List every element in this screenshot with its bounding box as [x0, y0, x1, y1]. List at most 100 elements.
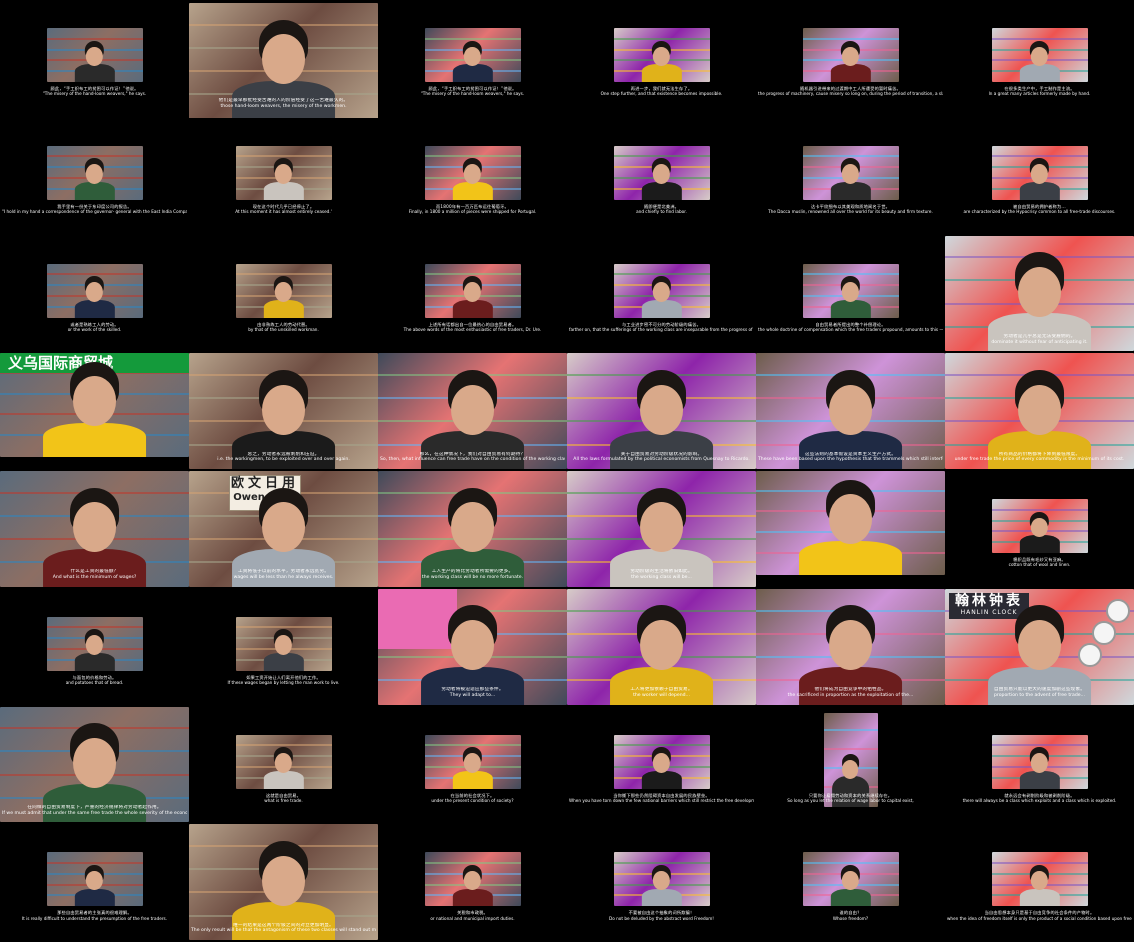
video-frame[interactable] — [424, 734, 521, 789]
person-torso — [830, 64, 871, 82]
subtitle: 工人生产的将比劳动者所需要的更多。 the working class will … — [380, 569, 565, 580]
subtitle: 顾此，“手工织布工的贫困可以作证！”他说。 "The misery of the … — [380, 86, 565, 97]
subtitle: 什么是工资的最低额？ And what is the minimum of wag… — [2, 569, 187, 580]
video-frame[interactable] — [424, 28, 521, 82]
video-frame[interactable] — [567, 588, 756, 705]
shelf-line — [991, 861, 1088, 864]
person-face — [86, 282, 103, 302]
person-torso — [609, 431, 714, 469]
video-frame[interactable] — [991, 499, 1088, 553]
shelf-line — [46, 861, 143, 864]
video-frame[interactable] — [613, 852, 710, 907]
video-frame[interactable] — [991, 852, 1088, 907]
video-frame[interactable] — [46, 263, 143, 318]
person-figure — [42, 723, 147, 823]
video-frame[interactable] — [0, 706, 189, 823]
video-frame[interactable] — [189, 824, 378, 940]
video-cell: 顾此，“手工织布工的贫困可以作证！”他说。 "The misery of the … — [378, 0, 567, 118]
video-frame[interactable]: 义乌国际商贸城 — [0, 353, 189, 457]
person-face — [828, 493, 873, 544]
shelf-line — [46, 273, 143, 276]
shelf-line — [235, 626, 332, 629]
video-frame[interactable] — [802, 28, 899, 82]
video-frame[interactable] — [802, 852, 899, 907]
person-torso — [641, 299, 682, 318]
wall-clock-icon — [1092, 620, 1116, 645]
video-frame[interactable] — [46, 616, 143, 671]
subtitle-chinese: 自由贸易者所提出的整个补偿理论。 — [815, 321, 886, 327]
video-frame[interactable] — [189, 353, 378, 469]
subtitle: 在很多类生产中，手工制作是主流。 In a great many articles… — [947, 86, 1132, 97]
person-figure — [263, 746, 304, 789]
person-face — [639, 502, 684, 553]
person-figure — [830, 275, 871, 318]
subtitle-english: "I hold in my hand a correspondence of t… — [2, 209, 187, 214]
person-face — [86, 164, 103, 184]
subtitle-english: proportion to the advent of free trade..… — [994, 692, 1085, 698]
video-frame[interactable] — [991, 145, 1088, 200]
subtitle-chinese: 顾此，“手工织布工的贫困可以作证！”他说。 — [50, 86, 139, 91]
person-face — [1031, 517, 1048, 537]
subtitle: 达卡平纹细布以其美观和质地闻名于世。 The Dacca muslin, reno… — [758, 204, 943, 215]
subtitle-chinese: 上述所有话都出自一位最热心的自由贸易者。 — [428, 321, 517, 327]
video-frame[interactable] — [613, 28, 710, 82]
video-frame[interactable] — [945, 235, 1134, 352]
subtitle-english: or the work of the skilled. — [67, 326, 122, 332]
video-frame[interactable] — [378, 588, 567, 705]
subtitle: 关税和市政税。 or national and municipal import … — [380, 910, 565, 921]
video-frame[interactable] — [945, 353, 1134, 469]
pink-store-sign — [378, 588, 457, 649]
video-frame[interactable] — [424, 263, 521, 318]
video-cell: 如果工资开始让人们离开他们的工作。 If these wages began by… — [189, 589, 378, 707]
subtitle-chinese: 被自由贸易的拥护者称为... — [1013, 203, 1066, 209]
subtitle: 自由贸易只能以更大的速度加剧这些现象。 proportion to the adv… — [947, 687, 1132, 698]
subtitle: 我手里有一份关于东印度公司的报告。 "I hold in my hand a co… — [2, 204, 187, 215]
person-face — [842, 282, 859, 302]
video-frame[interactable] — [378, 471, 567, 587]
video-frame[interactable] — [991, 734, 1088, 789]
video-frame[interactable] — [46, 145, 143, 200]
video-frame[interactable] — [823, 712, 878, 807]
video-frame[interactable] — [378, 353, 567, 469]
video-frame[interactable] — [424, 852, 521, 907]
person-torso — [830, 888, 871, 907]
subtitle-english: The Dacca muslin, renowned all over the … — [768, 209, 933, 214]
video-frame[interactable] — [46, 852, 143, 907]
video-frame[interactable] — [613, 734, 710, 789]
video-frame[interactable] — [802, 263, 899, 318]
subtitle: 唯一的结果是这两个阶级之间的对立更加明显。 The only result wil… — [191, 923, 376, 934]
video-frame[interactable] — [235, 145, 332, 200]
subtitle-chinese: 不要被自由这个抽象的词所欺骗！ — [628, 910, 695, 916]
subtitle-english: So long as you let the relation of wage … — [787, 797, 914, 803]
video-cell: 义乌国际商贸城 — [0, 353, 189, 471]
video-frame[interactable] — [567, 353, 756, 469]
video-frame[interactable] — [189, 3, 378, 118]
video-frame[interactable] — [756, 471, 945, 575]
video-frame[interactable] — [567, 471, 756, 587]
video-frame[interactable] — [756, 588, 945, 705]
video-frame[interactable] — [613, 263, 710, 318]
video-frame[interactable] — [235, 734, 332, 789]
video-frame[interactable] — [424, 145, 521, 200]
video-frame[interactable] — [991, 28, 1088, 82]
person-face — [450, 502, 495, 553]
video-frame[interactable] — [235, 616, 332, 671]
subtitle: 谁的自由？ Whose freedom? — [758, 910, 943, 921]
subtitle-chinese: 在很多类生产中，手工制作是主流。 — [1004, 86, 1075, 91]
person-torso — [231, 80, 336, 118]
video-frame[interactable] — [802, 145, 899, 200]
person-figure — [74, 40, 115, 82]
video-frame[interactable] — [0, 471, 189, 587]
video-frame[interactable] — [46, 28, 143, 82]
video-cell: 在同样的自由贸易制度下，严重的经济规律将对劳动者起作用。 If we must a… — [0, 706, 189, 825]
person-face — [72, 502, 117, 553]
video-frame[interactable] — [613, 145, 710, 200]
subtitle-chinese: 当自由思想本身只是基于自由竞争的社会条件的产物时。 — [984, 910, 1095, 916]
video-frame[interactable]: 翰林钟表 HANLIN CLOCK — [945, 588, 1134, 705]
subtitle-english: and potatoes that of bread. — [65, 680, 124, 685]
subtitle: 如果工资开始让人们离开他们的工作。 If these wages began by… — [191, 675, 376, 686]
video-cell: 就永远会有剥削阶级和被剥削阶级。 there will always be a c… — [945, 707, 1134, 825]
video-frame[interactable] — [756, 353, 945, 469]
video-frame[interactable] — [235, 263, 332, 318]
